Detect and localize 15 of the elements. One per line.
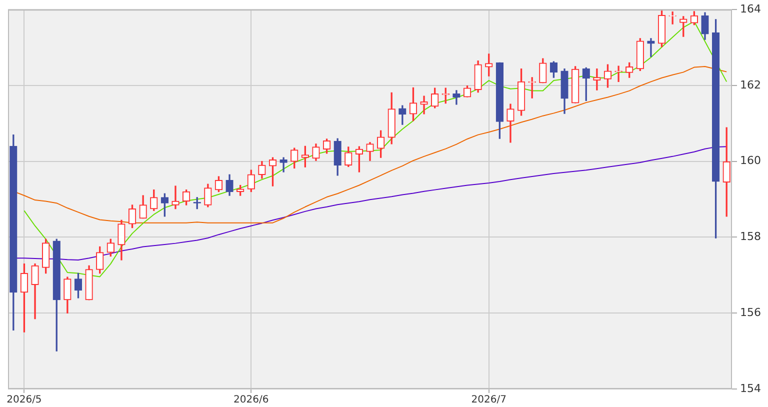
y-tick-label: 154	[740, 382, 761, 395]
x-tick-label: 2026/5	[6, 394, 42, 406]
y-tick-label: 158	[740, 230, 761, 244]
y-tick-label: 160	[740, 154, 761, 168]
y-tick-label: 162	[740, 78, 761, 92]
candlestick	[614, 66, 622, 82]
candlestick	[593, 68, 601, 90]
y-tick-label: 156	[740, 306, 761, 319]
x-tick-label: 2026/6	[234, 394, 269, 406]
candlestick	[452, 90, 460, 105]
x-tick-label: 2026/7	[471, 394, 506, 406]
candlestick	[280, 157, 288, 172]
y-tick-label: 164	[740, 2, 761, 16]
candlestick	[172, 186, 180, 210]
candlestick	[420, 96, 428, 114]
